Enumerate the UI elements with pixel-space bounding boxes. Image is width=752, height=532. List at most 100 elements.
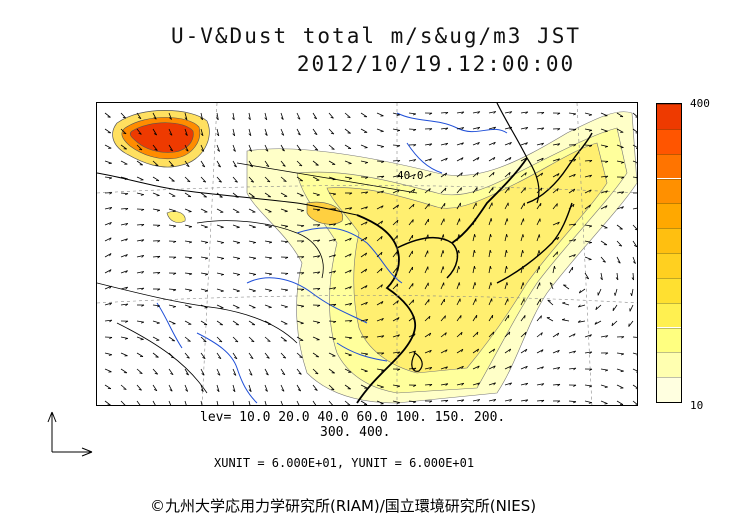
- wind-vector-head: [313, 117, 317, 120]
- wind-vector: [408, 159, 416, 162]
- wind-vector: [216, 192, 223, 198]
- wind-vector-head: [477, 142, 480, 145]
- wind-vector: [552, 367, 560, 370]
- wind-vector-head: [300, 322, 304, 325]
- wind-vector: [488, 382, 496, 386]
- wind-vector-head: [458, 234, 460, 238]
- wind-vector: [584, 174, 592, 178]
- wind-vector: [392, 251, 398, 258]
- wind-vector-head: [251, 340, 255, 343]
- wind-vector: [578, 304, 586, 308]
- wind-vector: [472, 187, 478, 194]
- wind-vector: [104, 400, 111, 405]
- wind-vector-head: [282, 373, 286, 376]
- wind-vector-head: [493, 399, 497, 402]
- wind-vector-head: [125, 303, 129, 307]
- wind-vector-head: [489, 249, 492, 254]
- wind-vector-head: [283, 180, 287, 182]
- wind-vector: [280, 144, 285, 152]
- wind-vector: [152, 272, 161, 274]
- wind-vector-head: [216, 389, 220, 392]
- coastlines: [97, 103, 593, 404]
- wind-vector: [552, 203, 558, 210]
- wind-vector: [312, 144, 319, 151]
- wind-vector: [424, 250, 429, 258]
- wind-vector: [456, 142, 464, 146]
- wind-vector-head: [562, 302, 566, 304]
- wind-vector: [152, 320, 160, 324]
- wind-vector-head: [428, 203, 430, 207]
- wind-vector: [376, 400, 384, 405]
- wind-vector-head: [490, 234, 492, 238]
- wind-vector-head: [445, 172, 448, 176]
- wind-vector-head: [188, 289, 193, 292]
- wind-vector: [552, 266, 555, 274]
- wind-vector-head: [541, 157, 544, 161]
- wind-vector-head: [204, 257, 209, 260]
- wind-vector: [552, 236, 560, 242]
- wind-vector-head: [154, 389, 158, 392]
- wind-vector-head: [285, 256, 289, 259]
- wind-vector-head: [365, 252, 368, 256]
- wind-vector-head: [232, 133, 235, 137]
- wind-vector-head: [281, 149, 285, 152]
- wind-vector: [136, 239, 144, 242]
- wind-vector-head: [444, 315, 446, 319]
- wind-vector: [392, 189, 400, 194]
- wind-vector-head: [381, 318, 384, 321]
- wind-vector: [136, 368, 143, 374]
- wind-vector-head: [615, 277, 619, 281]
- wind-vector: [440, 332, 447, 338]
- wind-vector: [120, 254, 128, 258]
- wind-vector: [216, 288, 224, 292]
- wind-vector: [200, 384, 204, 392]
- wind-vector: [344, 368, 352, 373]
- wind-vector-head: [396, 402, 400, 404]
- wind-vector: [232, 192, 239, 198]
- wind-vector-head: [476, 331, 479, 336]
- wind-vector-head: [509, 399, 513, 402]
- wind-vector: [232, 256, 240, 259]
- wind-vector: [616, 272, 619, 280]
- wind-vector: [328, 287, 336, 290]
- wind-vector: [552, 143, 560, 146]
- wind-vector: [232, 112, 235, 120]
- wind-vector: [440, 202, 446, 210]
- wind-vector-head: [252, 242, 256, 244]
- wind-vector: [632, 400, 637, 405]
- wind-vector-head: [396, 130, 401, 132]
- wind-vector-head: [252, 226, 256, 229]
- wind-vector-head: [138, 388, 142, 391]
- wind-vector: [184, 336, 191, 342]
- wind-vector: [632, 144, 637, 148]
- wind-vector-head: [380, 369, 385, 372]
- wind-vector: [520, 399, 528, 402]
- wind-vector-head: [187, 180, 191, 183]
- wind-vector: [488, 202, 493, 210]
- wind-vector-head: [365, 221, 368, 225]
- wind-vector: [552, 383, 561, 386]
- wind-vector: [536, 187, 543, 194]
- wind-vector: [552, 221, 560, 226]
- wind-vector: [632, 336, 637, 338]
- wind-vector-head: [461, 157, 464, 161]
- wind-vector: [200, 128, 204, 136]
- wind-vector-head: [186, 165, 190, 167]
- wind-vector-head: [333, 238, 336, 242]
- wind-vector: [584, 144, 593, 146]
- wind-vector: [504, 348, 511, 354]
- wind-vector-head: [509, 382, 512, 386]
- wind-vector: [376, 251, 383, 258]
- wind-vector: [264, 352, 270, 359]
- wind-vector: [104, 144, 112, 149]
- wind-vector-head: [573, 350, 576, 354]
- wind-vector: [562, 302, 570, 306]
- wind-vector: [216, 320, 224, 326]
- wind-vector-head: [524, 172, 527, 176]
- wind-vector: [456, 172, 463, 178]
- wind-vector: [504, 126, 512, 130]
- wind-vector-head: [509, 126, 513, 130]
- wind-vector-head: [557, 332, 560, 336]
- wind-vector-head: [460, 187, 462, 191]
- wind-vector: [424, 282, 429, 290]
